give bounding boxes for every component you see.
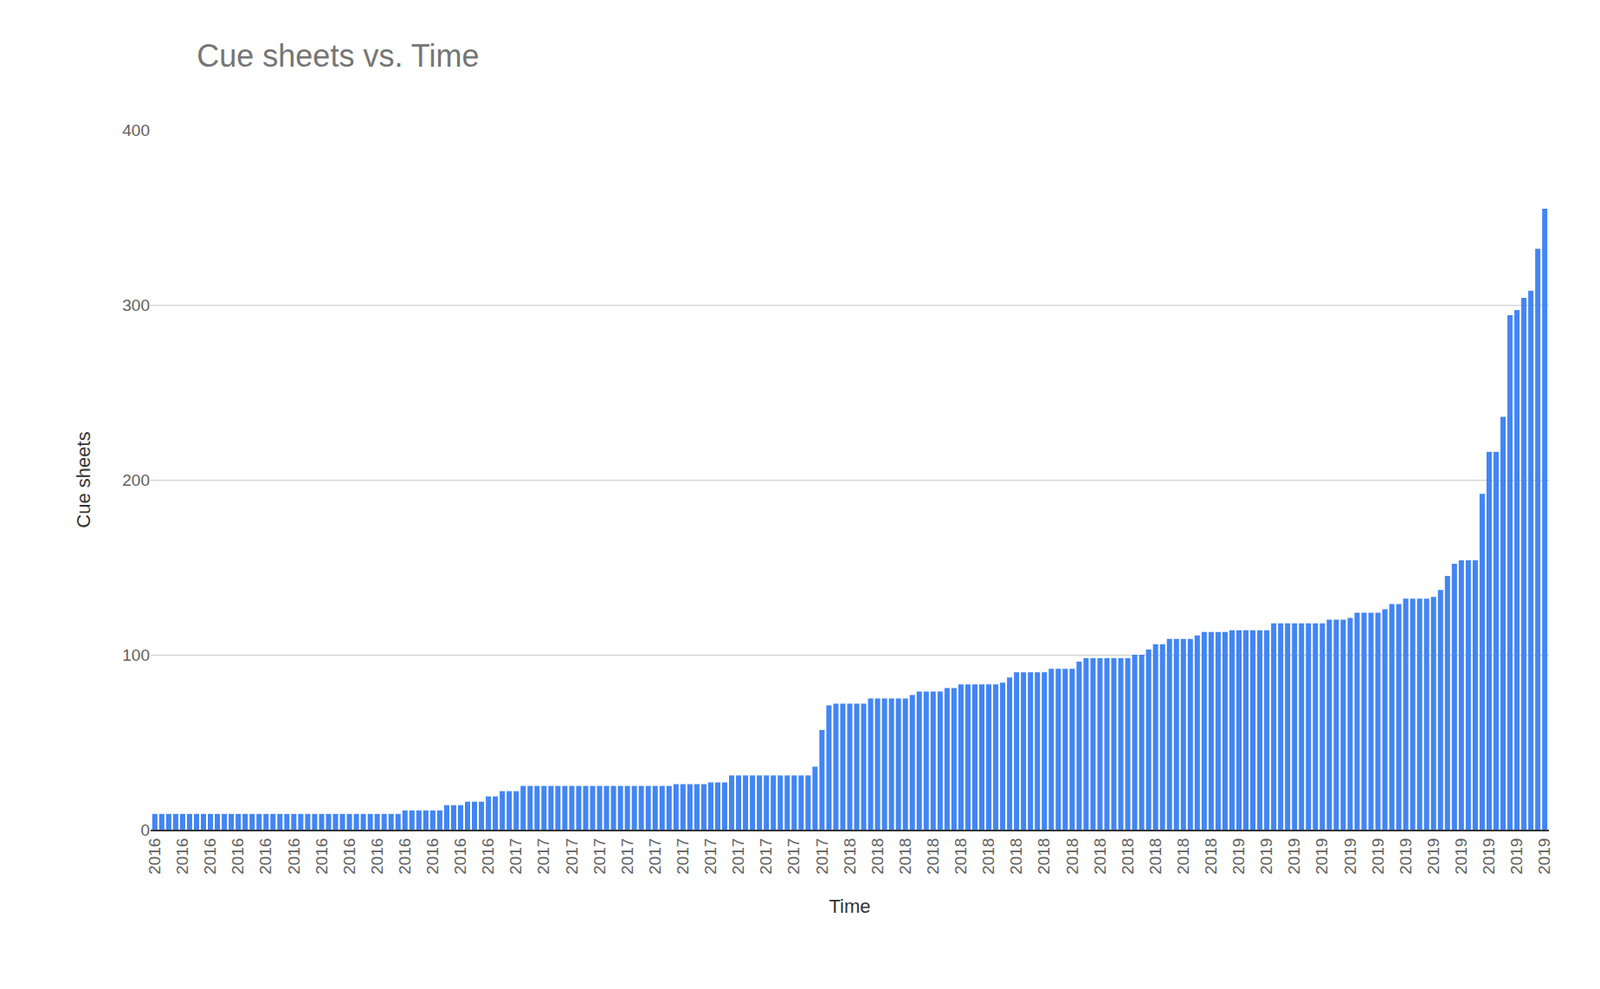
svg-text:2018: 2018 <box>1063 838 1082 875</box>
svg-text:2017: 2017 <box>506 838 525 875</box>
svg-text:2019: 2019 <box>1451 838 1471 875</box>
svg-text:2018: 2018 <box>979 838 998 875</box>
svg-text:2016: 2016 <box>284 838 304 875</box>
svg-text:2016: 2016 <box>200 838 220 875</box>
svg-text:2016: 2016 <box>228 838 247 875</box>
svg-text:Cue sheets vs. Time: Cue sheets vs. Time <box>196 38 479 74</box>
svg-text:2019: 2019 <box>1284 838 1304 875</box>
svg-text:0: 0 <box>140 820 150 839</box>
svg-text:2019: 2019 <box>1424 838 1443 875</box>
svg-text:100: 100 <box>122 645 150 665</box>
svg-text:2017: 2017 <box>673 838 692 875</box>
svg-text:2016: 2016 <box>395 838 414 875</box>
svg-text:2019: 2019 <box>1535 838 1554 875</box>
svg-text:2016: 2016 <box>478 838 497 875</box>
svg-text:2018: 2018 <box>1201 838 1220 875</box>
svg-text:2018: 2018 <box>1090 838 1110 875</box>
svg-text:2017: 2017 <box>812 838 832 875</box>
svg-text:2017: 2017 <box>756 838 775 875</box>
svg-text:200: 200 <box>122 470 150 490</box>
svg-text:2018: 2018 <box>840 838 859 875</box>
svg-text:2019: 2019 <box>1313 838 1332 875</box>
svg-text:2018: 2018 <box>1146 838 1165 875</box>
svg-text:2017: 2017 <box>590 838 609 875</box>
svg-text:2019: 2019 <box>1507 838 1526 875</box>
svg-text:2019: 2019 <box>1368 838 1388 875</box>
svg-text:2019: 2019 <box>1341 838 1360 875</box>
svg-text:2017: 2017 <box>534 838 553 875</box>
svg-text:2019: 2019 <box>1479 838 1498 875</box>
svg-text:2016: 2016 <box>451 838 470 875</box>
svg-text:2016: 2016 <box>367 838 387 875</box>
svg-text:2018: 2018 <box>1006 838 1026 875</box>
svg-text:2018: 2018 <box>951 838 970 875</box>
svg-text:2017: 2017 <box>645 838 665 875</box>
svg-text:2017: 2017 <box>784 838 803 875</box>
svg-text:2018: 2018 <box>1118 838 1137 875</box>
svg-text:2018: 2018 <box>923 838 942 875</box>
svg-text:2019: 2019 <box>1229 838 1248 875</box>
svg-text:Time: Time <box>828 895 871 917</box>
svg-text:2016: 2016 <box>256 838 275 875</box>
svg-text:2018: 2018 <box>896 838 915 875</box>
svg-text:2016: 2016 <box>340 838 359 875</box>
svg-text:Cue sheets: Cue sheets <box>72 431 95 528</box>
svg-text:2016: 2016 <box>423 838 442 875</box>
svg-text:2017: 2017 <box>562 838 581 875</box>
svg-text:2017: 2017 <box>729 838 748 875</box>
svg-text:2016: 2016 <box>145 838 164 875</box>
svg-text:2018: 2018 <box>868 838 887 875</box>
svg-text:2018: 2018 <box>1034 838 1053 875</box>
svg-text:400: 400 <box>122 121 150 140</box>
svg-text:2018: 2018 <box>1174 838 1193 875</box>
svg-text:2019: 2019 <box>1257 838 1276 875</box>
svg-text:2016: 2016 <box>312 838 331 875</box>
svg-text:2017: 2017 <box>618 838 637 875</box>
svg-text:2016: 2016 <box>173 838 192 875</box>
svg-text:2017: 2017 <box>701 838 720 875</box>
svg-text:300: 300 <box>122 296 150 315</box>
svg-text:2019: 2019 <box>1396 838 1415 875</box>
